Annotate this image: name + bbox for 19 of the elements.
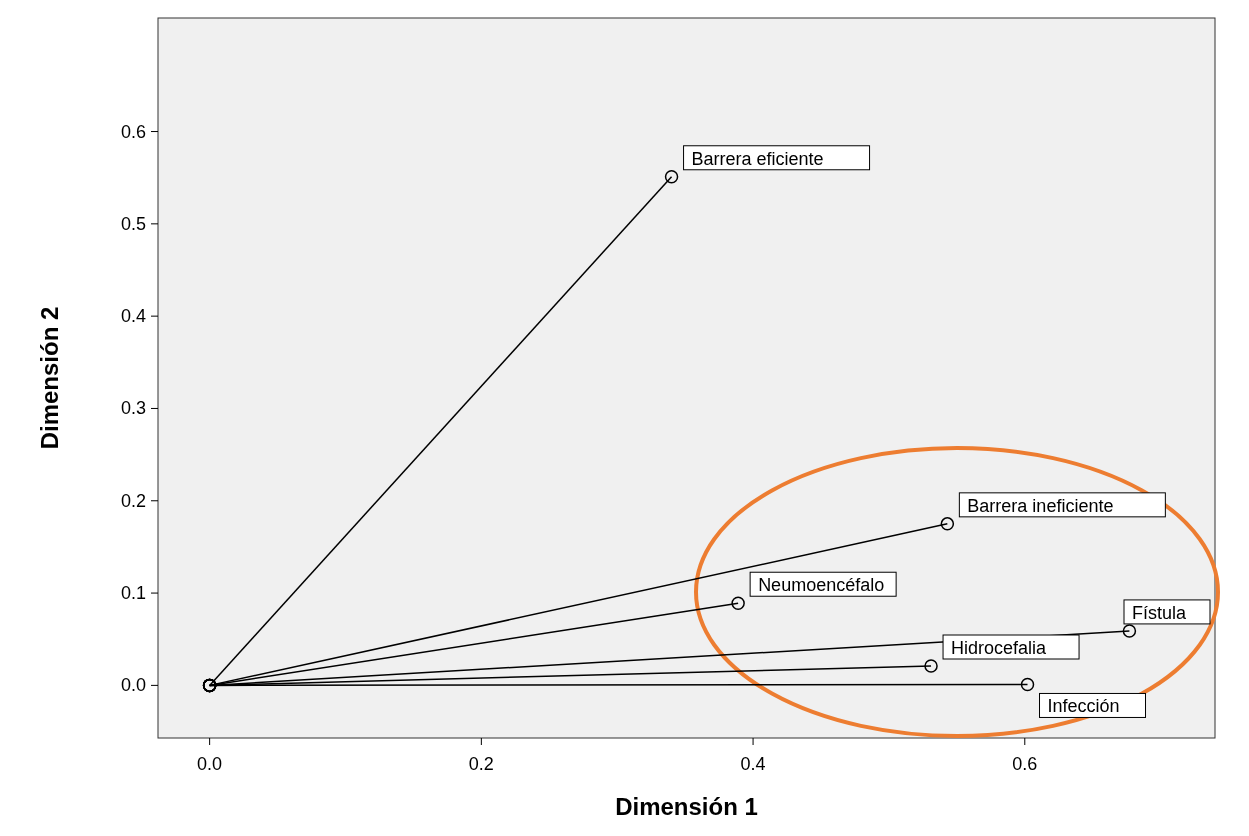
y-tick-label: 0.3 <box>120 398 146 419</box>
series-label: Hidrocefalia <box>951 638 1048 658</box>
y-tick-label: 0.5 <box>120 213 146 234</box>
series-label: Fístula <box>1132 602 1188 623</box>
x-tick-label: 0.2 <box>468 754 494 774</box>
y-axis-title: Dimensión 2 <box>36 306 63 450</box>
y-tick-label: 0.0 <box>120 675 146 696</box>
series-label: Barrera eficiente <box>691 148 824 169</box>
x-tick-label: 0.6 <box>1012 754 1038 774</box>
x-axis-title: Dimensión 1 <box>615 793 758 820</box>
y-tick-label: 0.2 <box>120 490 146 511</box>
x-tick-label: 0.4 <box>740 754 766 774</box>
y-tick-label: 0.6 <box>120 121 146 142</box>
y-tick-label: 0.1 <box>120 583 146 604</box>
series-label: Neumoencéfalo <box>758 575 885 596</box>
series-label: Infección <box>1047 696 1120 717</box>
y-tick-label: 0.4 <box>120 306 146 327</box>
series-label: Barrera ineficiente <box>967 495 1114 516</box>
x-tick-label: 0.0 <box>197 754 223 774</box>
